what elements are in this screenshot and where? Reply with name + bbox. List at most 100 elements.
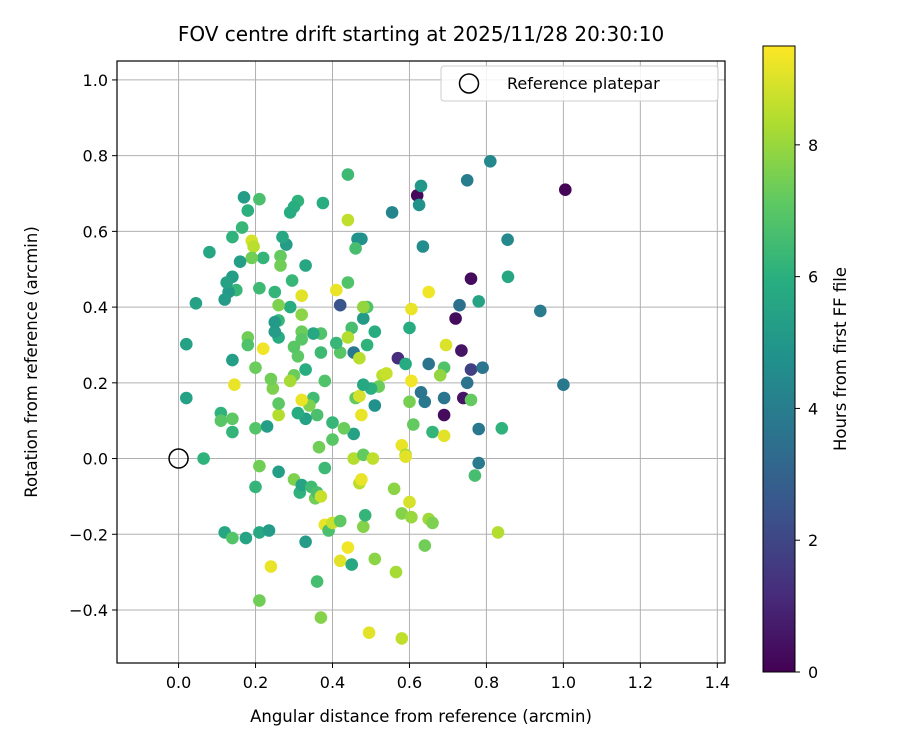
data-point (464, 393, 478, 407)
data-point (253, 459, 266, 473)
data-point (341, 213, 355, 227)
data-point (399, 450, 412, 464)
data-point (557, 378, 570, 392)
data-point (226, 230, 239, 244)
data-point (235, 221, 249, 234)
data-point (468, 469, 482, 482)
data-point (226, 425, 239, 439)
data-point (341, 276, 355, 289)
data-point (495, 422, 509, 435)
data-point (426, 425, 439, 439)
data-point (249, 361, 262, 375)
y-tick-label: −0.4 (69, 601, 108, 620)
data-point (412, 198, 426, 212)
data-point (389, 565, 403, 579)
data-point (534, 304, 547, 318)
data-point (472, 456, 486, 470)
data-point (272, 397, 285, 410)
data-point (453, 298, 466, 312)
data-point (422, 357, 436, 371)
data-point (220, 276, 233, 289)
colorbar-gradient (762, 45, 796, 673)
data-point (387, 482, 401, 496)
data-point (272, 298, 285, 312)
data-point (399, 357, 412, 371)
colorbar-ticks: 0 2 4 6 8 (795, 136, 818, 682)
colorbar-tick-label: 2 (808, 531, 818, 550)
data-point (464, 363, 478, 376)
data-point (405, 374, 418, 388)
x-tick-label: 0.2 (243, 673, 268, 692)
data-point (360, 338, 374, 352)
data-point (274, 259, 287, 272)
data-point (366, 452, 380, 465)
data-point (299, 363, 312, 376)
data-point (395, 439, 409, 452)
data-point (341, 331, 355, 344)
y-axis-ticks: −0.4 −0.2 0.0 0.2 0.4 0.6 0.8 1.0 (69, 71, 117, 620)
data-point (295, 289, 309, 303)
data-point (253, 594, 266, 607)
data-point (337, 422, 351, 435)
legend-marker-open-circle-icon (458, 73, 480, 94)
data-point (272, 465, 285, 479)
data-point (249, 480, 262, 494)
legend-entry-label: Reference platepar (507, 74, 660, 93)
data-point (559, 183, 572, 196)
y-tick-label: 0.0 (83, 450, 108, 469)
data-point (262, 524, 276, 537)
data-point (283, 300, 297, 314)
data-point (310, 575, 324, 588)
data-point (455, 344, 468, 357)
data-point (268, 315, 282, 329)
data-point (285, 274, 299, 287)
data-point (287, 340, 301, 354)
data-point (351, 232, 364, 246)
x-tick-label: 0.6 (397, 673, 422, 692)
data-point (237, 191, 251, 204)
data-point (318, 374, 332, 388)
x-tick-label: 0.0 (166, 673, 191, 692)
data-point (291, 406, 305, 420)
data-point (368, 552, 382, 566)
data-point (347, 452, 361, 465)
data-point (247, 240, 260, 253)
data-point (312, 440, 326, 454)
data-point (180, 337, 193, 351)
y-tick-label: −0.2 (69, 525, 108, 544)
data-point (353, 351, 366, 365)
colorbar-tick-label: 4 (808, 399, 818, 418)
y-axis-label: Rotation from reference (arcmin) (22, 226, 41, 498)
data-point (341, 168, 355, 181)
data-point (253, 526, 266, 539)
data-point (357, 520, 370, 533)
y-tick-label: 0.4 (83, 298, 108, 317)
data-point (276, 230, 289, 244)
data-point (416, 240, 430, 253)
data-point (256, 251, 270, 265)
data-point (330, 283, 343, 297)
data-point (314, 490, 328, 503)
grid (117, 61, 725, 663)
data-point (357, 300, 370, 314)
data-point (333, 514, 347, 528)
data-point (449, 312, 462, 325)
y-tick-label: 1.0 (83, 71, 108, 90)
data-point (264, 372, 278, 386)
data-point (437, 429, 451, 443)
data-point (197, 452, 210, 465)
data-point (403, 321, 416, 335)
data-point (310, 408, 324, 422)
data-point (314, 611, 328, 624)
data-point (268, 285, 282, 299)
data-point (295, 333, 309, 346)
data-point (472, 422, 486, 436)
data-point (395, 507, 409, 520)
data-point (256, 342, 270, 356)
data-point (476, 361, 489, 375)
data-point (253, 281, 266, 295)
data-point (407, 418, 420, 431)
data-point (368, 399, 382, 412)
data-point (385, 206, 399, 219)
data-point (358, 509, 372, 522)
